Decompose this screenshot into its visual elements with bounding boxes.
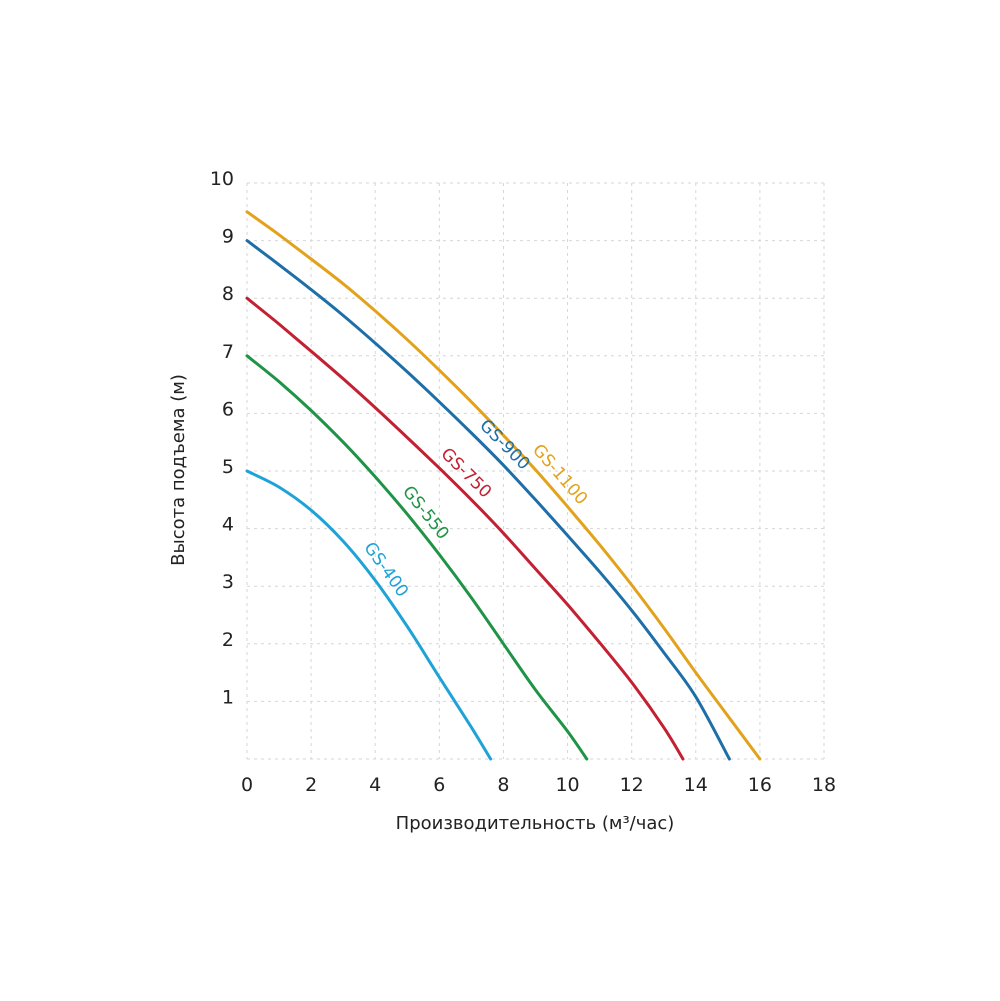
series-lines	[245, 210, 762, 761]
x-tick-label: 18	[812, 774, 836, 796]
x-tick-label: 8	[497, 774, 509, 796]
y-tick-label: 6	[222, 398, 234, 420]
y-tick-label: 1	[222, 686, 234, 708]
y-tick-label: 4	[222, 514, 234, 536]
x-tick-label: 6	[433, 774, 445, 796]
x-tick-label: 12	[620, 774, 644, 796]
y-tick-label: 5	[222, 456, 234, 478]
x-axis-label: Производительность (м³/час)	[396, 813, 675, 834]
x-tick-label: 4	[369, 774, 381, 796]
x-tick-label: 16	[748, 774, 772, 796]
x-axis-ticks: 0 2 4 6 8 10 12 14 16 18	[241, 774, 836, 796]
y-tick-label: 8	[222, 283, 234, 305]
x-tick-label: 10	[555, 774, 579, 796]
y-tick-label: 9	[222, 226, 234, 248]
y-axis-label: Высота подъема (м)	[168, 374, 189, 566]
x-tick-label: 2	[305, 774, 317, 796]
x-tick-label: 0	[241, 774, 253, 796]
series-line-gs-750	[245, 296, 685, 761]
y-tick-label: 10	[210, 168, 234, 190]
series-line-gs-900	[245, 239, 731, 761]
y-tick-label: 3	[222, 571, 234, 593]
series-line-gs-400	[245, 469, 493, 761]
y-axis-ticks: 1 2 3 4 5 6 7 8 9 10	[210, 168, 234, 708]
grid	[246, 182, 825, 760]
y-tick-label: 2	[222, 629, 234, 651]
x-tick-label: 14	[684, 774, 708, 796]
series-line-gs-550	[245, 354, 589, 761]
series-line-gs-1100	[245, 210, 762, 761]
y-tick-label: 7	[222, 341, 234, 363]
